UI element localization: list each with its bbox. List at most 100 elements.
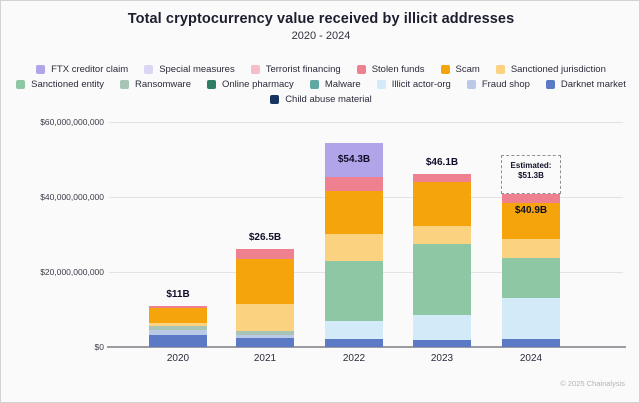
chart-subtitle: 2020 - 2024 [291,30,351,42]
legend-label: Special measures [159,64,235,75]
legend-label: Malware [324,79,361,90]
bar-total-label-2021: $26.5B [248,232,282,244]
legend-row-2: Sanctioned entity Ransomware Online pharma… [1,79,639,90]
legend-label: Sanctioned entity [31,79,105,90]
bar-segment-ftx-creditor-claim-2022 [325,143,383,178]
legend-item-online-pharmacy: Online pharmacy [207,79,294,90]
estimated-prefix: Estimated: [510,160,552,170]
legend-swatch-icon [207,80,216,89]
legend-item-illicit-actor-org: Illicit actor-org [376,79,451,90]
legend-label: Sanctioned jurisdiction [510,64,606,75]
legend-item-child-abuse-material: Child abuse material [270,94,372,105]
bar-segment-darknet-market-2020 [149,335,207,347]
bar-segment-sanctioned-entity-2022 [325,261,383,322]
bar-segment-sanctioned-jurisdiction-2022 [325,234,383,262]
bar-segment-stolen-funds-2023 [413,174,471,182]
x-axis-label-2022: 2022 [342,353,366,364]
legend: FTX creditor claim Special measures Terror… [1,64,639,105]
bar-segment-darknet-market-2023 [413,339,471,347]
legend-label: Terrorist financing [265,64,341,75]
x-axis-line [107,346,626,348]
bar-segment-scam-2020 [149,308,207,323]
legend-swatch-icon [144,65,154,74]
bar-segment-darknet-market-2022 [325,339,383,347]
bar-segment-sanctioned-entity-2024 [502,258,560,299]
legend-row-1: FTX creditor claim Special measures Terror… [1,64,639,75]
bar-segment-ransomware-2021 [236,331,294,335]
legend-swatch-icon [16,80,26,89]
legend-label: Scam [455,64,480,75]
bar-segment-sanctioned-jurisdiction-2021 [236,304,294,332]
bar-segment-illicit-actor-org-2024 [502,298,560,340]
legend-item-sanctioned-entity: Sanctioned entity [16,79,104,90]
x-axis-label-2024: 2024 [519,353,543,364]
bar-segment-scam-2023 [413,182,471,226]
legend-item-special-measures: Special measures [144,64,235,75]
bar-segment-fraud-shop-2021 [236,335,294,338]
footer-credit: © 2025 Chainalysis [560,379,625,388]
bar-total-label-2023: $46.1B [425,157,459,169]
legend-label: FTX creditor claim [51,64,129,75]
y-axis-tick-label: $20,000,000,000 [40,267,104,277]
gridline [109,122,623,123]
legend-swatch-icon [466,80,476,89]
legend-swatch-icon [250,65,260,74]
legend-item-malware: Malware [309,79,361,90]
legend-item-darknet-market: Darknet market [545,79,626,90]
bar-segment-scam-2024 [502,203,560,239]
bar-segment-scam-2022 [325,191,383,235]
legend-item-terrorist-financing: Terrorist financing [250,64,341,75]
legend-item-ransomware: Ransomware [120,79,191,90]
legend-swatch-icon [495,65,505,74]
bar-segment-darknet-market-2024 [502,339,560,347]
legend-label: Child abuse material [285,94,372,105]
legend-item-fraud-shop: Fraud shop [466,79,530,90]
bar-segment-illicit-actor-org-2022 [325,321,383,340]
bar-segment-stolen-funds-2022 [325,177,383,191]
bar-segment-stolen-funds-2020 [149,306,207,308]
y-axis-tick-label: $40,000,000,000 [40,192,104,202]
bar-segment-sanctioned-jurisdiction-2023 [413,225,471,244]
legend-label: Illicit actor-org [391,79,451,90]
estimated-value-box: Estimated: $51.3B [501,154,561,194]
legend-label: Darknet market [560,79,626,90]
legend-item-ftx-creditor-claim: FTX creditor claim [36,64,128,75]
legend-item-sanctioned-jurisdiction: Sanctioned jurisdiction [495,64,606,75]
bar-segment-scam-2021 [236,259,294,305]
bar-segment-stolen-funds-2024 [502,194,560,203]
bar-segment-sanctioned-jurisdiction-2020 [149,323,207,326]
legend-swatch-icon [36,65,46,74]
y-axis-tick-label: $0 [94,342,104,352]
x-axis-label-2021: 2021 [253,353,277,364]
bar-segment-ransomware-2020 [149,326,207,331]
x-axis-label-2023: 2023 [430,353,454,364]
bar-segment-sanctioned-entity-2023 [413,243,471,315]
bar-segment-stolen-funds-2021 [236,249,294,260]
bar-total-label-2024: $40.9B [514,205,548,216]
legend-label: Ransomware [135,79,191,90]
legend-swatch-icon [309,80,319,89]
legend-label: Stolen funds [371,64,425,75]
legend-row-3: Child abuse material [1,94,639,105]
legend-swatch-icon [545,80,555,89]
bar-segment-fraud-shop-2020 [149,330,207,335]
x-axis-label-2020: 2020 [166,353,190,364]
y-axis-tick-label: $60,000,000,000 [40,117,104,127]
estimated-value: $51.3B [518,171,544,181]
legend-swatch-icon [356,65,366,74]
legend-label: Fraud shop [481,79,530,90]
legend-swatch-icon [270,95,280,104]
legend-label: Online pharmacy [222,79,294,90]
bar-segment-illicit-actor-org-2023 [413,314,471,340]
legend-swatch-icon [376,80,386,89]
legend-item-stolen-funds: Stolen funds [356,64,425,75]
chart-title: Total cryptocurrency value received by i… [127,11,515,27]
bar-segment-darknet-market-2021 [236,338,294,347]
bar-segment-sanctioned-jurisdiction-2024 [502,239,560,259]
legend-swatch-icon [440,65,450,74]
legend-swatch-icon [120,80,130,89]
bar-total-label-2020: $11B [166,289,190,301]
bar-total-label-2022: $54.3B [337,154,371,165]
legend-item-scam: Scam [440,64,480,75]
